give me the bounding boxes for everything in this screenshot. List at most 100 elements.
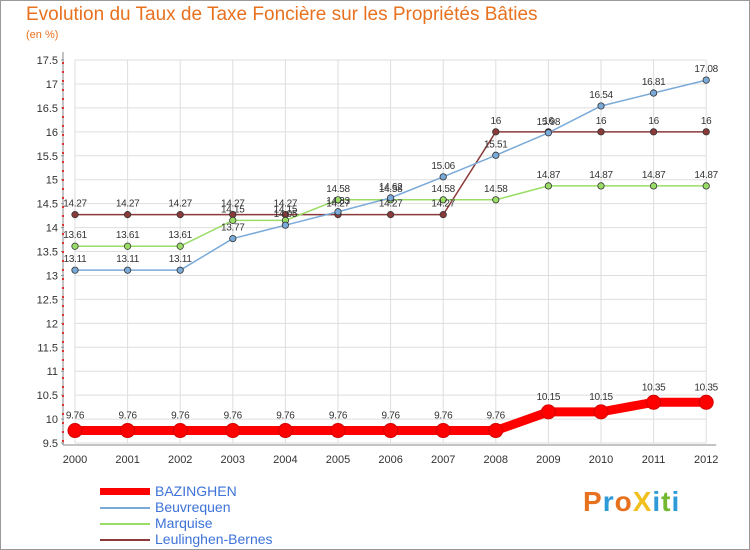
x-tick-label: 2006	[378, 454, 402, 466]
data-point	[593, 404, 609, 420]
data-label: 14.58	[326, 184, 350, 195]
data-point	[649, 182, 658, 190]
data-point	[71, 242, 79, 250]
data-label: 13.11	[64, 254, 88, 265]
data-label: 14.27	[168, 199, 192, 210]
data-label: 14.27	[379, 199, 403, 210]
data-point	[698, 394, 714, 410]
x-tick-label: 2001	[115, 454, 139, 466]
data-label: 14.05	[274, 209, 298, 220]
data-label: 14.27	[274, 199, 298, 210]
y-tick-label: 15.5	[37, 151, 58, 163]
data-label: 9.76	[487, 411, 506, 422]
data-point	[172, 423, 188, 439]
data-label: 9.76	[381, 411, 400, 422]
data-point	[702, 128, 710, 136]
data-label: 13.11	[116, 254, 140, 265]
data-label: 9.76	[118, 411, 137, 422]
y-axis-unit: (en %)	[26, 29, 59, 41]
legend-swatch	[100, 488, 150, 495]
data-label: 9.76	[224, 411, 243, 422]
data-point	[492, 128, 500, 136]
data-label: 13.61	[63, 230, 87, 241]
data-label: 14.27	[116, 199, 140, 210]
data-label: 16	[543, 116, 554, 127]
data-point	[649, 128, 658, 136]
legend-label: BAZINGHEN	[155, 483, 237, 499]
data-point	[492, 151, 500, 159]
data-point	[176, 242, 184, 250]
data-label: 9.76	[329, 411, 348, 422]
data-label: 13.61	[116, 230, 140, 241]
y-tick-label: 17.5	[37, 55, 58, 67]
x-tick-label: 2012	[694, 454, 718, 466]
data-point	[330, 423, 346, 439]
data-label: 10.15	[589, 392, 613, 403]
data-point	[124, 211, 132, 219]
data-point	[439, 196, 447, 204]
x-tick-label: 2004	[273, 454, 297, 466]
data-point	[334, 196, 342, 204]
data-label: 9.76	[171, 411, 190, 422]
data-point	[386, 211, 395, 219]
y-tick-label: 9.5	[43, 438, 58, 450]
data-point	[439, 173, 447, 181]
chart-title: Evolution du Taux de Taxe Foncière sur l…	[26, 4, 538, 25]
data-point	[71, 266, 79, 274]
y-tick-label: 12	[46, 318, 58, 330]
data-label: 14.27	[326, 199, 350, 210]
data-label: 15.98	[537, 117, 561, 128]
data-label: 14.87	[694, 170, 718, 181]
data-point	[71, 211, 79, 219]
data-point	[176, 211, 184, 219]
proxiti-logo: ProXiti	[583, 486, 680, 518]
data-point	[435, 423, 451, 439]
data-label: 14.62	[379, 182, 403, 193]
legend-swatch	[100, 523, 150, 525]
y-tick-label: 10.5	[37, 390, 58, 402]
x-tick-label: 2002	[168, 454, 192, 466]
data-label: 10.15	[537, 392, 561, 403]
data-point	[544, 129, 553, 137]
y-tick-label: 11.5	[37, 342, 58, 354]
logo-letter: i	[652, 486, 662, 517]
data-point	[281, 221, 289, 229]
x-tick-label: 2000	[63, 454, 87, 466]
logo-letter: X	[632, 486, 653, 517]
data-label: 14.27	[63, 199, 87, 210]
data-point	[544, 182, 553, 190]
legend-swatch	[100, 539, 150, 541]
data-label: 14.15	[274, 204, 298, 215]
data-label: 15.51	[484, 139, 508, 150]
data-label: 16	[491, 116, 502, 127]
legend-label: Beuvrequen	[155, 499, 231, 515]
data-label: 9.76	[434, 411, 453, 422]
data-point	[702, 182, 710, 190]
data-label: 14.27	[431, 199, 455, 210]
data-label: 16.81	[642, 77, 666, 88]
y-tick-label: 12.5	[37, 294, 58, 306]
data-point	[597, 102, 605, 110]
logo-letter: r	[602, 486, 615, 517]
data-label: 16.54	[589, 90, 613, 101]
logo-letter: o	[614, 486, 633, 517]
data-label: 14.58	[379, 184, 403, 195]
y-tick-label: 11	[47, 366, 58, 378]
x-tick-label: 2010	[589, 454, 613, 466]
y-tick-label: 10	[46, 414, 58, 426]
y-tick-label: 14.5	[37, 199, 58, 211]
data-point	[229, 216, 237, 224]
x-tick-label: 2003	[221, 454, 245, 466]
data-label: 17.08	[694, 64, 718, 75]
data-point	[439, 211, 447, 219]
data-label: 10.35	[642, 382, 666, 393]
y-tick-label: 13.5	[37, 247, 58, 259]
y-tick-label: 16.5	[37, 103, 58, 115]
y-tick-label: 14	[46, 223, 58, 235]
logo-letter: t	[661, 486, 672, 517]
data-label: 9.76	[66, 411, 85, 422]
data-label: 16	[701, 116, 712, 127]
x-tick-label: 2011	[642, 454, 666, 466]
legend-swatch	[100, 507, 150, 509]
